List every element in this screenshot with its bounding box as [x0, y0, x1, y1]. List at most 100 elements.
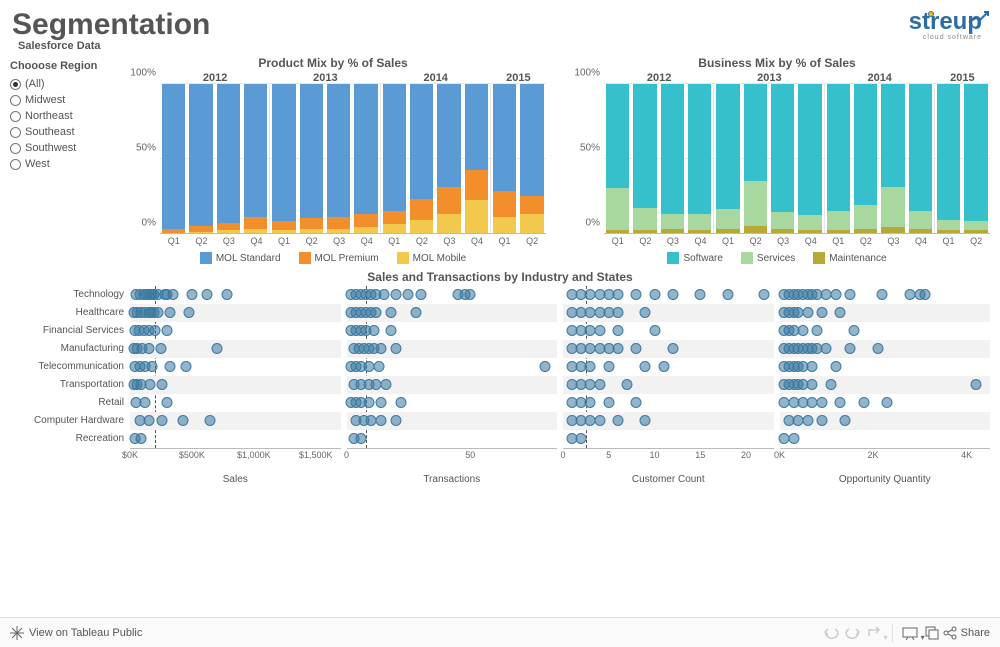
- share-button[interactable]: Share: [943, 626, 990, 640]
- data-point[interactable]: [816, 307, 827, 318]
- data-point[interactable]: [640, 361, 651, 372]
- data-point[interactable]: [835, 307, 846, 318]
- data-point[interactable]: [612, 415, 623, 426]
- data-point[interactable]: [164, 361, 175, 372]
- data-point[interactable]: [802, 307, 813, 318]
- dot-row[interactable]: [130, 304, 341, 322]
- data-point[interactable]: [376, 397, 387, 408]
- data-point[interactable]: [363, 397, 374, 408]
- dot-row[interactable]: [563, 286, 774, 304]
- data-point[interactable]: [136, 433, 147, 444]
- bar-2013-Q1[interactable]: [714, 84, 741, 233]
- bar-2013-Q2[interactable]: [298, 84, 325, 233]
- data-point[interactable]: [631, 343, 642, 354]
- data-point[interactable]: [882, 397, 893, 408]
- bar-2014-Q4[interactable]: [907, 84, 934, 233]
- data-point[interactable]: [612, 325, 623, 336]
- legend-item[interactable]: Software: [667, 252, 722, 264]
- data-point[interactable]: [830, 361, 841, 372]
- view-on-tableau-link[interactable]: View on Tableau Public: [10, 626, 142, 640]
- data-point[interactable]: [386, 307, 397, 318]
- data-point[interactable]: [695, 289, 706, 300]
- data-point[interactable]: [612, 307, 623, 318]
- revert-button[interactable]: ▾: [864, 622, 886, 644]
- data-point[interactable]: [631, 289, 642, 300]
- region-option-west[interactable]: West: [10, 156, 120, 172]
- legend-item[interactable]: MOL Mobile: [397, 252, 467, 264]
- data-point[interactable]: [612, 343, 623, 354]
- data-point[interactable]: [144, 379, 155, 390]
- bar-2012-Q3[interactable]: [215, 84, 242, 233]
- dot-row[interactable]: [130, 412, 341, 430]
- bar-2012-Q4[interactable]: [242, 84, 269, 233]
- bar-2012-Q2[interactable]: [631, 84, 658, 233]
- data-point[interactable]: [835, 397, 846, 408]
- data-point[interactable]: [395, 397, 406, 408]
- data-point[interactable]: [594, 379, 605, 390]
- legend-item[interactable]: MOL Premium: [299, 252, 379, 264]
- data-point[interactable]: [759, 289, 770, 300]
- region-option-northeast[interactable]: Northeast: [10, 108, 120, 124]
- bar-2014-Q2[interactable]: [408, 84, 435, 233]
- legend-item[interactable]: Maintenance: [813, 252, 886, 264]
- legend-item[interactable]: MOL Standard: [200, 252, 281, 264]
- data-point[interactable]: [821, 343, 832, 354]
- data-point[interactable]: [153, 307, 164, 318]
- data-point[interactable]: [585, 397, 596, 408]
- dot-row[interactable]: [563, 376, 774, 394]
- dot-row[interactable]: [347, 358, 558, 376]
- bar-2013-Q3[interactable]: [325, 84, 352, 233]
- data-point[interactable]: [157, 379, 168, 390]
- dot-row[interactable]: [130, 286, 341, 304]
- undo-button[interactable]: [820, 622, 842, 644]
- data-point[interactable]: [667, 289, 678, 300]
- bar-2013-Q4[interactable]: [796, 84, 823, 233]
- data-point[interactable]: [373, 361, 384, 372]
- region-option-midwest[interactable]: Midwest: [10, 92, 120, 108]
- data-point[interactable]: [612, 289, 623, 300]
- data-point[interactable]: [391, 289, 402, 300]
- bar-2014-Q3[interactable]: [435, 84, 462, 233]
- data-point[interactable]: [180, 361, 191, 372]
- data-point[interactable]: [585, 361, 596, 372]
- dot-row[interactable]: [563, 340, 774, 358]
- bar-2012-Q1[interactable]: [160, 84, 187, 233]
- data-point[interactable]: [640, 307, 651, 318]
- bar-2015-Q1[interactable]: [935, 84, 963, 233]
- bar-2015-Q2[interactable]: [962, 84, 990, 233]
- bar-2014-Q4[interactable]: [463, 84, 490, 233]
- data-point[interactable]: [415, 289, 426, 300]
- dot-row[interactable]: [130, 376, 341, 394]
- bar-2012-Q3[interactable]: [659, 84, 686, 233]
- bar-2014-Q1[interactable]: [825, 84, 852, 233]
- dot-row[interactable]: [130, 340, 341, 358]
- data-point[interactable]: [381, 379, 392, 390]
- region-option-all[interactable]: (All): [10, 76, 120, 92]
- data-point[interactable]: [143, 343, 154, 354]
- data-point[interactable]: [356, 433, 367, 444]
- data-point[interactable]: [919, 289, 930, 300]
- data-point[interactable]: [858, 397, 869, 408]
- dot-row[interactable]: [780, 412, 991, 430]
- dot-row[interactable]: [780, 430, 991, 448]
- dot-row[interactable]: [563, 322, 774, 340]
- data-point[interactable]: [802, 415, 813, 426]
- dot-row[interactable]: [780, 340, 991, 358]
- data-point[interactable]: [184, 307, 195, 318]
- data-point[interactable]: [155, 343, 166, 354]
- data-point[interactable]: [649, 289, 660, 300]
- data-point[interactable]: [797, 325, 808, 336]
- data-point[interactable]: [631, 397, 642, 408]
- dot-row[interactable]: [347, 322, 558, 340]
- data-point[interactable]: [839, 415, 850, 426]
- data-point[interactable]: [378, 289, 389, 300]
- data-point[interactable]: [371, 307, 382, 318]
- data-point[interactable]: [970, 379, 981, 390]
- dot-row[interactable]: [563, 394, 774, 412]
- data-point[interactable]: [622, 379, 633, 390]
- data-point[interactable]: [816, 397, 827, 408]
- data-point[interactable]: [788, 433, 799, 444]
- data-point[interactable]: [603, 397, 614, 408]
- dot-row[interactable]: [780, 322, 991, 340]
- bar-2012-Q4[interactable]: [686, 84, 713, 233]
